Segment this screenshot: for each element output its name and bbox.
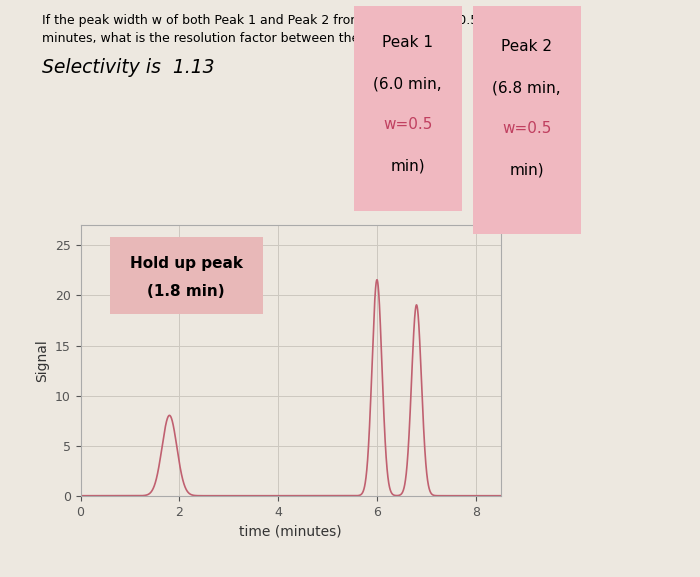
Text: w=0.5: w=0.5 [502, 121, 552, 136]
Text: If the peak width w of both Peak 1 and Peak 2 from question 10 is 0.5: If the peak width w of both Peak 1 and P… [42, 14, 478, 28]
Text: Peak 2: Peak 2 [501, 39, 552, 54]
Text: (1.8 min): (1.8 min) [148, 284, 225, 298]
Text: (6.0 min,: (6.0 min, [373, 76, 442, 91]
Text: minutes, what is the resolution factor between the two peaks?: minutes, what is the resolution factor b… [42, 32, 434, 45]
Y-axis label: Signal: Signal [35, 339, 49, 382]
Text: min): min) [391, 158, 425, 173]
Text: Hold up peak: Hold up peak [130, 256, 243, 271]
Text: Selectivity is  1.13: Selectivity is 1.13 [42, 58, 214, 77]
Text: (6.8 min,: (6.8 min, [492, 80, 561, 95]
Text: Peak 1: Peak 1 [382, 35, 433, 50]
Text: min): min) [510, 162, 544, 177]
Text: w=0.5: w=0.5 [383, 117, 433, 132]
X-axis label: time (minutes): time (minutes) [239, 524, 342, 538]
